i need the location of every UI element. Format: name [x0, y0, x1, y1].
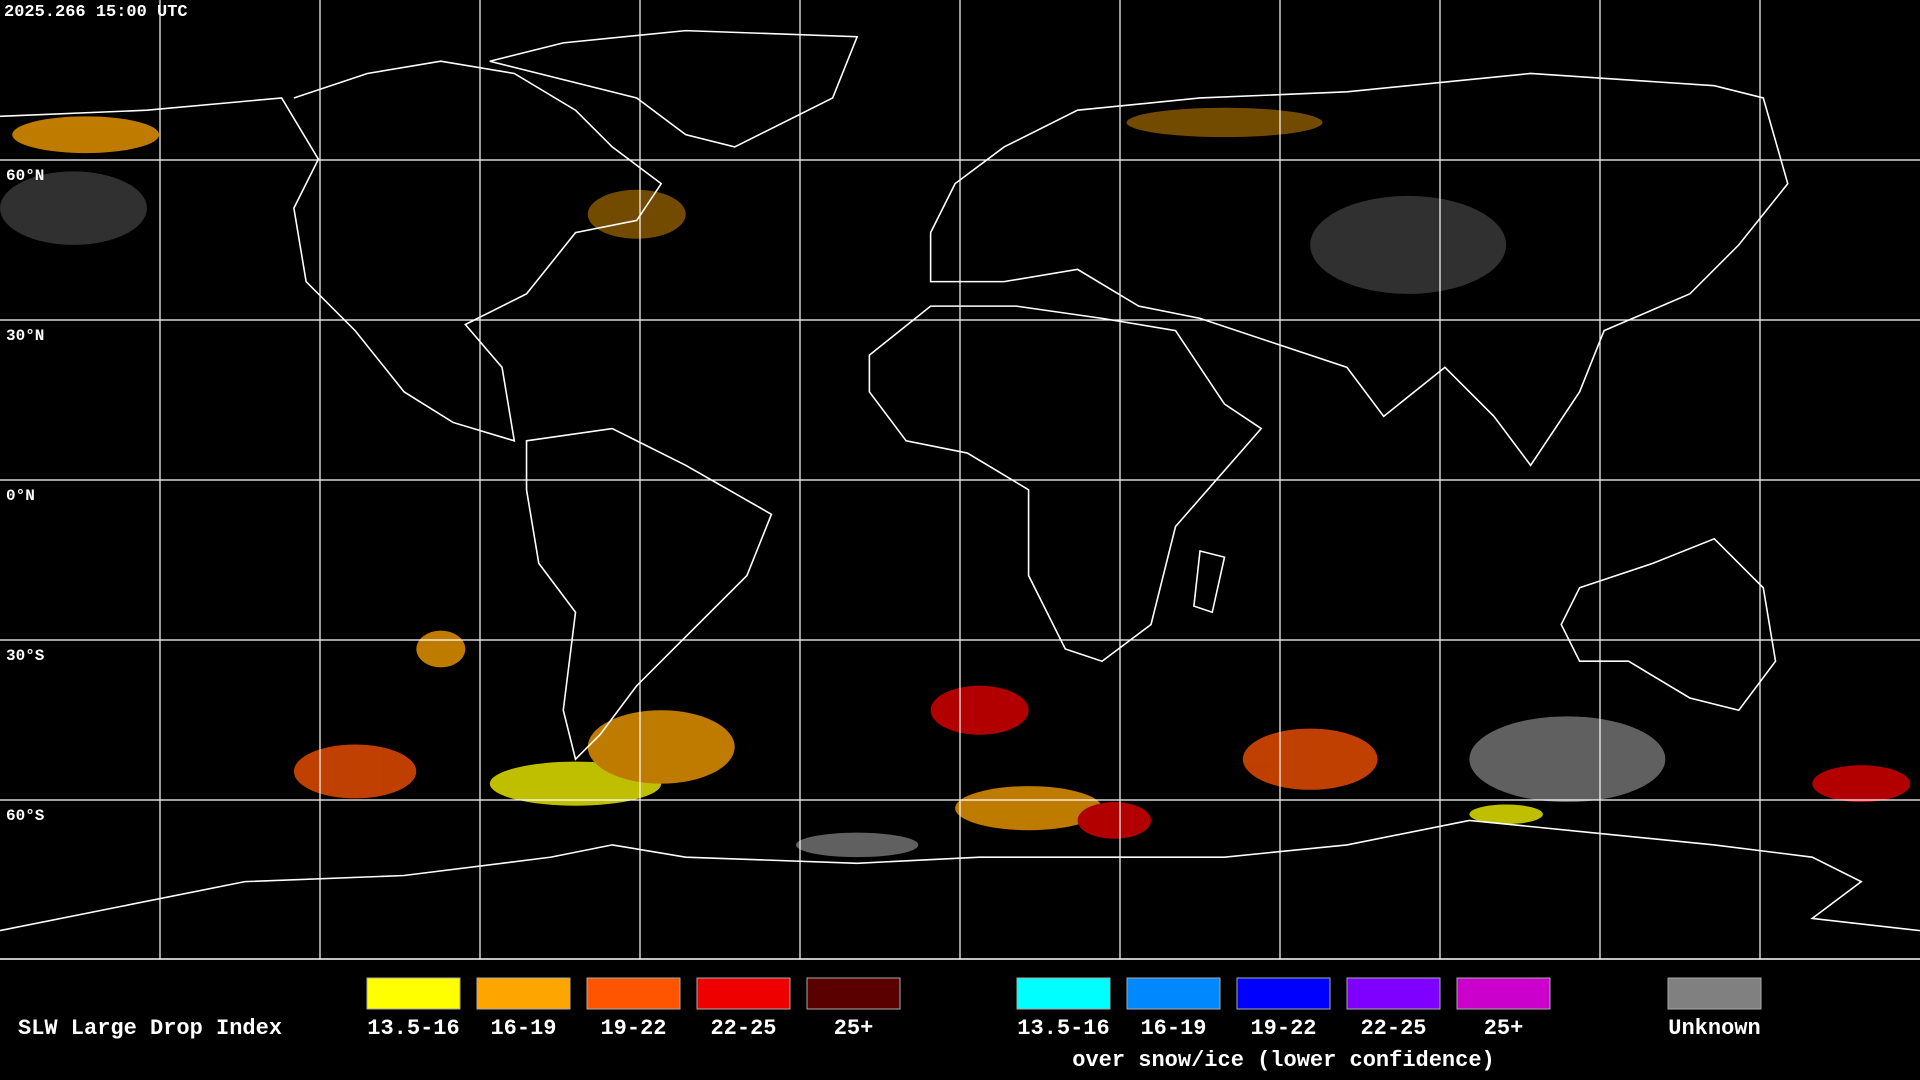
- legend-label: 13.5-16: [367, 1016, 459, 1041]
- latitude-label: 60°N: [6, 167, 44, 185]
- legend-swatch: [1236, 977, 1331, 1010]
- latitude-label: 30°N: [6, 327, 44, 345]
- legend-swatch: [696, 977, 791, 1010]
- latitude-labels: 60°N 30°N 0°N 30°S 60°S: [6, 167, 45, 825]
- latitude-label: 30°S: [6, 647, 45, 665]
- legend-caption: over snow/ice (lower confidence): [1072, 1048, 1494, 1073]
- legend-label: 16-19: [1140, 1016, 1206, 1041]
- legend-label: 19-22: [600, 1016, 666, 1041]
- legend-swatch: [586, 977, 681, 1010]
- cloud-patches: [0, 107, 1911, 858]
- legend-swatch: [1016, 977, 1111, 1010]
- legend-swatch: [1126, 977, 1221, 1010]
- latitude-label: 60°S: [6, 807, 45, 825]
- latitude-label: 0°N: [6, 487, 35, 505]
- legend-label: 13.5-16: [1017, 1016, 1109, 1041]
- graticule: [0, 0, 1920, 959]
- legend-label: 16-19: [490, 1016, 556, 1041]
- legend: 13.5-16 16-19 19-22 22-25 25+ 13.5-16 16-19 19-…: [366, 977, 1762, 1073]
- coastlines: [0, 29, 1920, 932]
- timestamp: 2025.266 15:00 UTC: [4, 3, 188, 22]
- legend-swatch: [366, 977, 461, 1010]
- legend-label: 22-25: [1360, 1016, 1426, 1041]
- legend-swatch: [1346, 977, 1441, 1010]
- legend-label: Unknown: [1668, 1016, 1760, 1041]
- legend-swatch: [476, 977, 571, 1010]
- legend-swatch: [1667, 977, 1762, 1010]
- map-layer: [0, 29, 1920, 932]
- legend-title: SLW Large Drop Index: [18, 1016, 282, 1041]
- legend-label: 19-22: [1250, 1016, 1316, 1041]
- legend-swatch: [806, 977, 901, 1010]
- legend-swatch: [1456, 977, 1551, 1010]
- legend-label: 22-25: [710, 1016, 776, 1041]
- legend-label: 25+: [1484, 1016, 1524, 1041]
- legend-label: 25+: [834, 1016, 874, 1041]
